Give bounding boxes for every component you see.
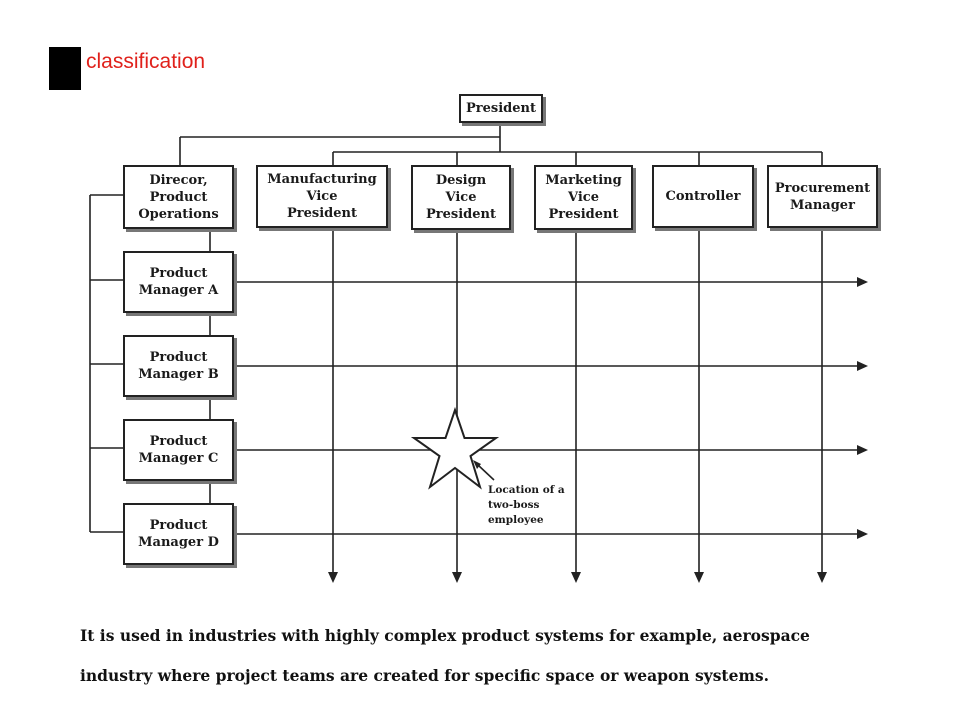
product-manager-c-box: Product Manager C xyxy=(123,419,234,481)
controller-box: Controller xyxy=(652,165,754,228)
marketing-vp-box: Marketing Vice President xyxy=(534,165,633,230)
title-marker xyxy=(49,47,81,90)
product-manager-b-box: Product Manager B xyxy=(123,335,234,397)
two-boss-annotation: Location of a two-boss employee xyxy=(488,484,565,526)
manufacturing-vp-box: Manufacturing Vice President xyxy=(256,165,388,228)
description-line-2: industry where project teams are created… xyxy=(80,666,769,685)
president-box: President xyxy=(459,94,543,123)
page-title: classification xyxy=(86,50,206,73)
design-vp-box: Design Vice President xyxy=(411,165,511,230)
director-product-operations-box: Direcor, Product Operations xyxy=(123,165,234,229)
procurement-manager-box: Procurement Manager xyxy=(767,165,878,228)
description-line-1: It is used in industries with highly com… xyxy=(80,626,810,645)
description-text: It is used in industries with highly com… xyxy=(80,616,930,696)
product-manager-d-box: Product Manager D xyxy=(123,503,234,565)
product-manager-a-box: Product Manager A xyxy=(123,251,234,313)
two-boss-star xyxy=(410,406,500,490)
